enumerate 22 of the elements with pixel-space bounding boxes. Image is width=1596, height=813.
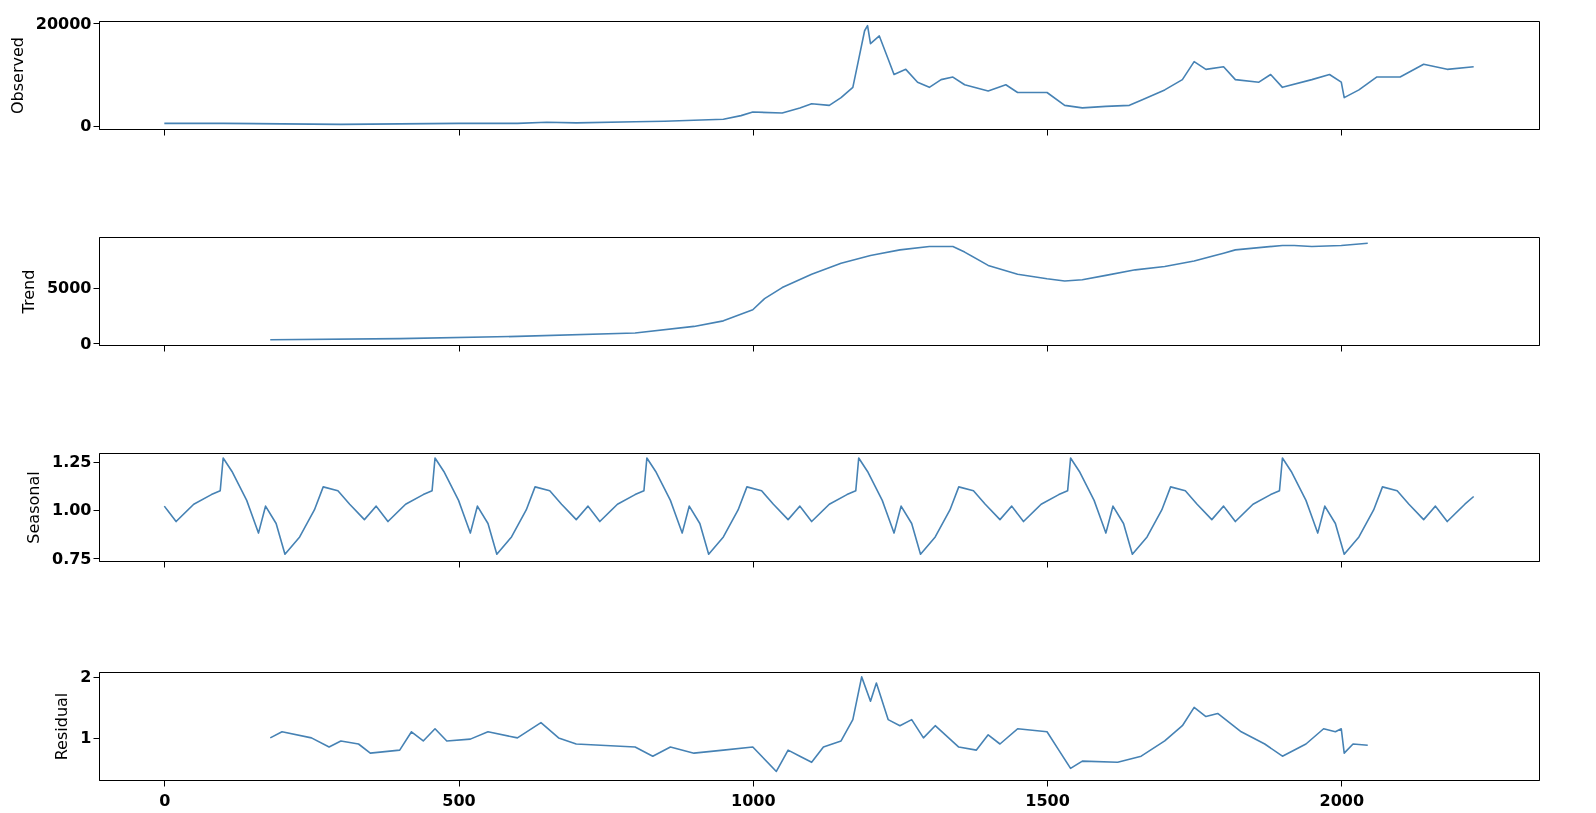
line-series xyxy=(269,242,1369,341)
x-tick-label: 1000 xyxy=(731,790,776,810)
x-tick-label: 2000 xyxy=(1319,790,1365,810)
y-tick-label: 1.00 xyxy=(52,500,92,520)
y-tick-label: 0 xyxy=(80,333,92,353)
y-tick-label: 5000 xyxy=(46,278,92,298)
y-axis-title: Observed xyxy=(7,37,27,114)
x-tick-label: 500 xyxy=(442,790,476,810)
y-tick-label: 1.25 xyxy=(52,452,92,472)
x-tick-label: 1500 xyxy=(1025,790,1070,810)
line-series xyxy=(163,24,1475,126)
y-axis-title: Trend xyxy=(18,269,38,315)
y-tick-label: 0.75 xyxy=(52,548,92,568)
y-tick-label: 0 xyxy=(80,116,92,136)
y-tick-label: 2 xyxy=(80,667,92,687)
y-tick-label: 20000 xyxy=(35,13,92,33)
x-tick-label: 0 xyxy=(159,790,171,810)
y-tick-label: 1 xyxy=(80,728,92,748)
y-axis-title: Seasonal xyxy=(24,471,44,544)
line-series xyxy=(163,457,1475,556)
y-axis-title: Residual xyxy=(52,692,72,761)
line-series xyxy=(269,676,1369,773)
